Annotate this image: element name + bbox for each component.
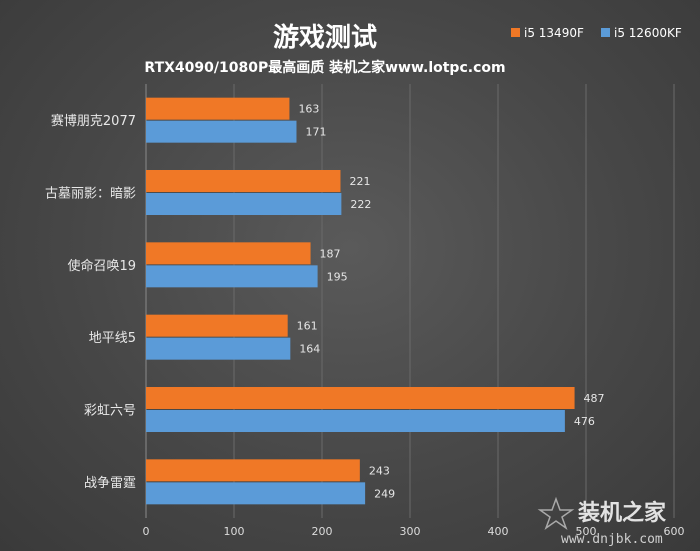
legend-label: i5 13490F [524,26,584,40]
bar-i5-13490f [146,242,311,265]
data-label: 163 [298,103,319,116]
legend-label: i5 12600KF [614,26,682,40]
watermark: 装机之家 www.dnjbk.com [537,496,667,547]
watermark-url: www.dnjbk.com [561,532,663,547]
category-label: 赛博朋克2077 [51,113,136,129]
bar-i5-13490f [146,97,290,120]
bar-i5-13490f [146,314,288,337]
bar-i5-12600kf [146,482,366,505]
bar-i5-12600kf [146,193,342,215]
data-label: 221 [349,175,370,188]
x-tick-label: 400 [488,525,509,538]
data-label: 187 [320,247,341,260]
data-label: 222 [350,198,371,211]
data-label: 171 [305,126,326,139]
bars [146,97,575,505]
category-label: 战争雷霆 [84,476,136,491]
category-label: 彩虹六号 [84,404,136,419]
star-icon [537,496,575,530]
category-label: 地平线5 [89,331,136,346]
data-label: 487 [584,392,605,405]
bar-i5-12600kf [146,337,291,360]
bar-i5-13490f [146,459,360,482]
x-tick-label: 100 [224,525,245,538]
labels: 赛博朋克2077 163 171 古墓丽影：暗影 221 222 使命召唤19 187 195 地… [45,103,605,501]
data-label: 243 [369,464,390,477]
gridlines: 0 100 200 300 400 500 600 [143,84,685,538]
bar-i5-12600kf [146,410,565,432]
category-label: 使命召唤19 [67,258,136,274]
x-tick-label: 200 [312,525,333,538]
chart-title: 游戏测试 [273,23,377,53]
bar-i5-13490f [146,387,575,409]
data-label: 161 [297,320,318,333]
bar-i5-13490f [146,170,341,192]
x-tick-label: 0 [143,525,150,538]
data-label: 164 [299,343,320,356]
data-label: 195 [327,270,348,283]
category-label: 古墓丽影：暗影 [45,187,136,202]
legend-swatch [601,28,610,37]
legend: i5 13490F i5 12600KF [511,26,682,40]
legend-swatch [511,28,520,37]
bar-i5-12600kf [146,120,297,143]
x-tick-label: 300 [400,525,421,538]
x-tick-label: 500 [576,525,597,538]
x-tick-label: 600 [664,525,685,538]
watermark-text: 装机之家 [578,500,667,526]
data-label: 476 [574,415,595,428]
bar-i5-12600kf [146,265,318,288]
chart-subtitle: RTX4090/1080P最高画质 装机之家www.lotpc.com [144,59,505,76]
data-label: 249 [374,487,395,500]
